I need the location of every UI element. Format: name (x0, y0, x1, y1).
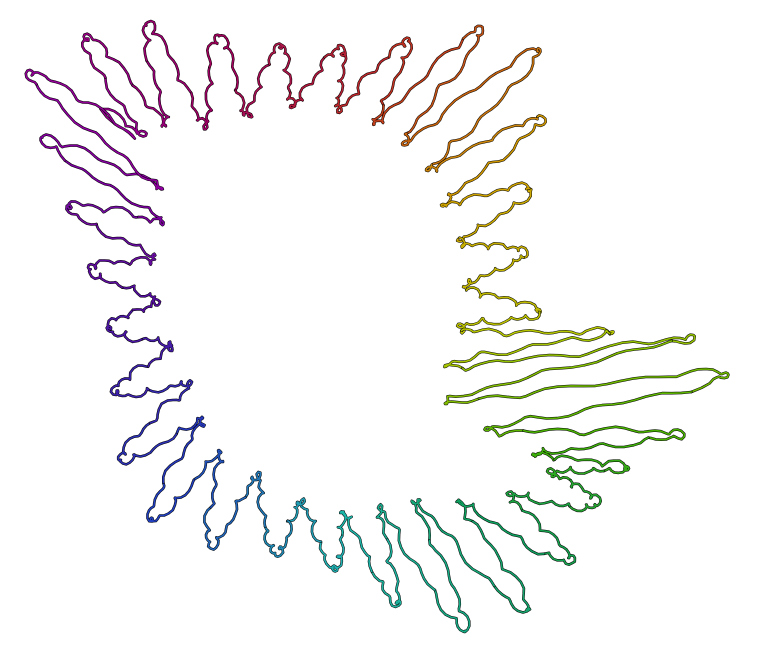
line-segment-colored (440, 181, 532, 208)
line-segment-colored (380, 36, 413, 107)
line-segment-colored (334, 56, 390, 114)
line-segment-colored (117, 422, 178, 466)
line-segment-colored (323, 44, 347, 99)
line-segment-colored (371, 538, 402, 608)
line-segment-colored (244, 471, 267, 528)
line-segment-colored (99, 76, 148, 138)
line-segment-colored (87, 259, 131, 289)
line-segment-colored (146, 479, 195, 523)
line-segment-colored (142, 20, 193, 94)
line-segment-colored (193, 449, 224, 509)
line-segment-colored (131, 59, 170, 128)
line-segment-colored (553, 454, 630, 474)
line-segment-colored (65, 200, 140, 226)
line-segment-colored (268, 42, 292, 94)
line-segment-colored (521, 509, 576, 566)
line-segment-colored (465, 286, 542, 314)
line-segment-colored (462, 254, 525, 292)
line-segment-colored (147, 379, 193, 424)
line-segment-colored (105, 309, 143, 343)
line-segment-colored (443, 329, 611, 369)
line-segment-colored (401, 47, 538, 147)
line-segment-colored (110, 364, 150, 398)
line-segment-colored (461, 333, 696, 372)
line-segment-colored (25, 69, 136, 140)
line-segment-colored (319, 535, 345, 573)
line-segment-colored (35, 83, 164, 191)
line-segment-colored (410, 498, 495, 587)
line-segment-colored (444, 340, 673, 405)
line-segment-colored (546, 466, 605, 481)
line-segment-colored (337, 510, 373, 573)
line-segment-colored (455, 499, 545, 555)
line-segment-colored (286, 497, 322, 543)
line-segment-colored (64, 159, 165, 226)
line-segment-colored (531, 436, 650, 461)
line-segment-colored (446, 114, 547, 206)
line-segment-colored (95, 223, 157, 266)
line-segment-colored (568, 479, 602, 512)
line-segment-colored (431, 47, 542, 166)
line-segment-colored (286, 56, 326, 109)
line-segment-colored (456, 188, 532, 243)
line-segment-colored (141, 336, 174, 368)
line-segment-colored (483, 391, 693, 437)
line-segment-colored (456, 311, 541, 335)
stroke-group (24, 19, 730, 634)
line-segment-colored (472, 520, 531, 614)
line-segment-colored (425, 115, 539, 173)
line-segment-colored (505, 490, 571, 512)
line-segment-colored (203, 496, 247, 551)
line-segment-colored (376, 503, 436, 591)
line-segment-colored (371, 37, 464, 126)
line-segment-colored (522, 426, 686, 441)
line-segment-colored (121, 284, 161, 313)
line-segment-colored (81, 32, 134, 87)
line-segment-colored (162, 416, 206, 484)
line-segment-colored (190, 66, 214, 131)
line-segment-colored (39, 133, 156, 185)
line-segment-colored (234, 63, 271, 119)
line-segment-colored (478, 368, 730, 400)
line-segment-colored (428, 539, 471, 633)
line-segment-colored (206, 34, 239, 92)
line-segment-colored (458, 237, 529, 259)
line-segment-colored (263, 520, 293, 558)
line-segment-colored (406, 25, 484, 134)
